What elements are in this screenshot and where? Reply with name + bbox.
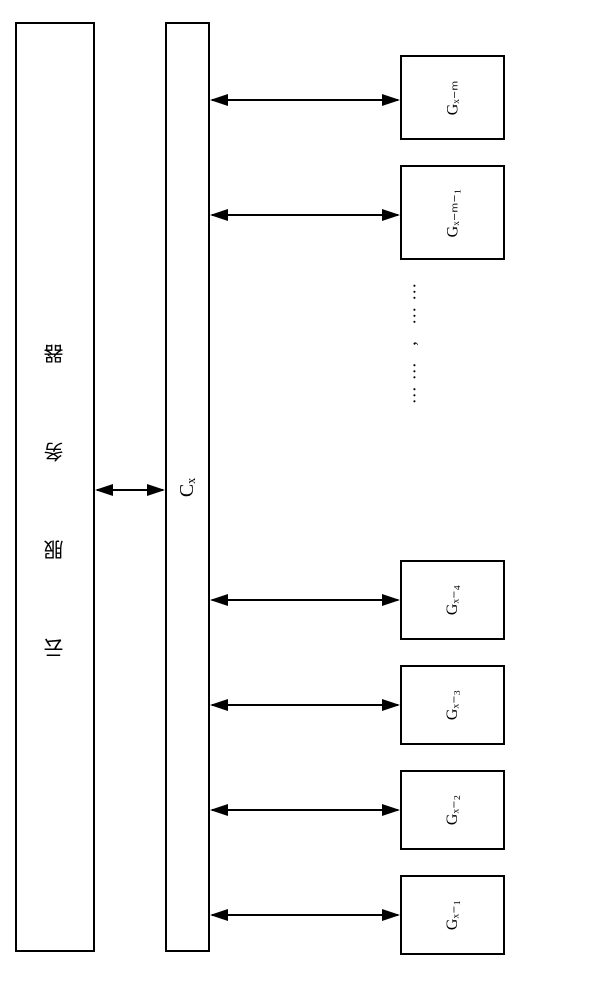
node-gx-4-label: Gₓ₋₄ <box>443 585 463 615</box>
node-gx-2: Gₓ₋₂ <box>400 770 505 850</box>
node-gx-m: Gₓ₋ₘ <box>400 55 505 140</box>
node-gx-3: Gₓ₋₃ <box>400 665 505 745</box>
cx-label: Cₓ <box>176 477 199 496</box>
ellipsis-text: …… , …… <box>400 211 421 471</box>
node-gx-4: Gₓ₋₄ <box>400 560 505 640</box>
cloud-server-label: 云 服 务 器 <box>41 316 70 658</box>
cloud-server-box: 云 服 务 器 <box>15 22 95 952</box>
node-gx-2-label: Gₓ₋₂ <box>443 795 463 825</box>
node-gx-m-label: Gₓ₋ₘ <box>442 80 462 115</box>
node-gx-1-label: Gₓ₋₁ <box>443 900 463 930</box>
node-gx-m-1-label: Gₓ₋ₘ₋₁ <box>442 188 462 237</box>
node-gx-3-label: Gₓ₋₃ <box>443 690 463 720</box>
node-gx-1: Gₓ₋₁ <box>400 875 505 955</box>
cx-box: Cₓ <box>165 22 210 952</box>
